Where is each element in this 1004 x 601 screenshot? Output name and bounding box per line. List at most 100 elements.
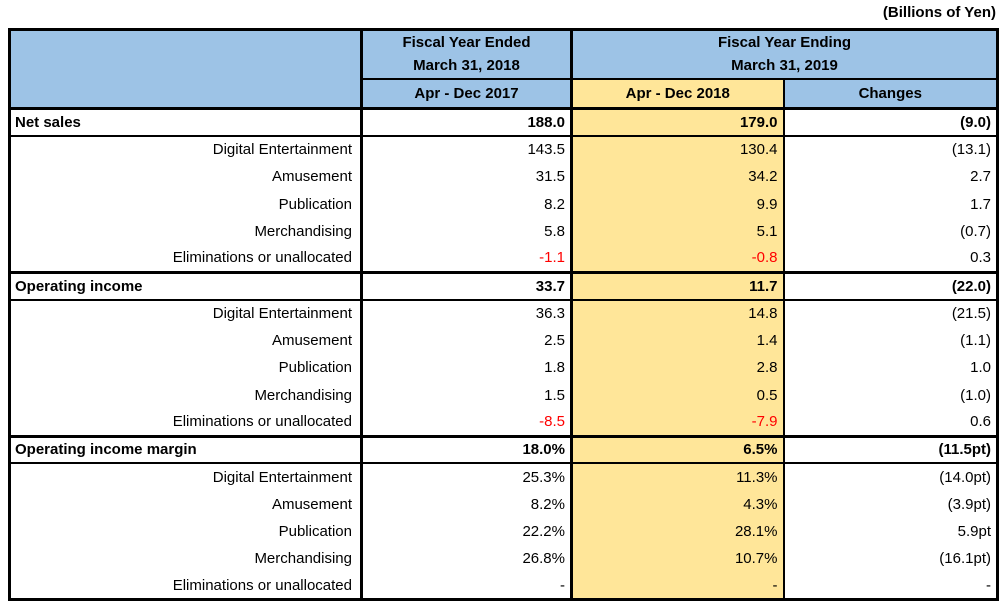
value-2018: 0.5: [570, 381, 784, 409]
row-label: Digital Entertainment: [212, 141, 352, 159]
row-label: Amusement: [271, 168, 352, 186]
value-2018: 2.8: [570, 354, 784, 382]
row-label: Operating income: [9, 270, 362, 301]
value-2018: -0.8: [570, 244, 784, 273]
table-row: Amusement 2.5 1.4 (1.1): [10, 326, 998, 355]
value-change: 2.7: [782, 163, 998, 191]
value-change: (16.1pt): [782, 545, 998, 573]
table-row-net-sales: Net sales 188.0 179.0 (9.0): [9, 106, 998, 137]
table-body: Net sales 188.0 179.0 (9.0) Digital Ente…: [9, 106, 998, 600]
value-2018: 34.2: [570, 163, 784, 191]
table-row: Publication 1.8 2.8 1.0: [10, 354, 998, 382]
subheader-changes: Changes: [782, 77, 998, 110]
value-change: 1.7: [782, 190, 998, 218]
table-row: Eliminations or unallocated - - -: [10, 572, 998, 600]
value-change: (0.7): [782, 217, 998, 245]
fy2018-line1: Fiscal Year Ended: [402, 34, 531, 52]
table-header: Fiscal Year Ended March 31, 2018 Fiscal …: [9, 29, 998, 110]
table-row: Amusement 8.2% 4.3% (3.9pt): [10, 490, 998, 518]
value-2017: 2.5: [360, 326, 572, 355]
fy2019-line1: Fiscal Year Ending: [717, 34, 852, 52]
table-row-operating-income-margin: Operating income margin 18.0% 6.5% (11.5…: [9, 434, 998, 465]
value-change: -: [782, 572, 998, 600]
value-2017: 188.0: [360, 106, 572, 137]
value-2018: 4.3%: [570, 490, 784, 518]
subheader-2017: Apr - Dec 2017: [360, 77, 572, 110]
row-label: Eliminations or unallocated: [172, 413, 352, 431]
value-2017: -8.5: [360, 408, 572, 437]
table-row: Eliminations or unallocated -1.1 -0.8 0.…: [10, 244, 998, 273]
financial-results-table: Fiscal Year Ended March 31, 2018 Fiscal …: [8, 28, 999, 601]
value-2018: 28.1%: [570, 517, 784, 546]
value-2017: 22.2%: [360, 517, 572, 546]
row-label: Amusement: [271, 495, 352, 513]
value-2018: 11.3%: [570, 463, 784, 491]
value-2017: 1.5: [360, 381, 572, 409]
value-2017: -: [360, 572, 572, 600]
fy2019-header: Fiscal Year Ending March 31, 2019: [570, 29, 998, 79]
table-row: Merchandising 26.8% 10.7% (16.1pt): [10, 545, 998, 573]
value-change: (11.5pt): [782, 434, 998, 465]
value-2018: 11.7: [570, 270, 784, 301]
value-2018: 179.0: [570, 106, 784, 137]
fy2018-line2: March 31, 2018: [413, 57, 520, 75]
header-sub-row: Apr - Dec 2017 Apr - Dec 2018 Changes: [10, 77, 998, 110]
value-2018: 10.7%: [570, 545, 784, 573]
table-row: Amusement 31.5 34.2 2.7: [10, 163, 998, 191]
value-2017: 18.0%: [360, 434, 572, 465]
subheader-2018: Apr - Dec 2018: [570, 77, 784, 110]
row-label: Operating income margin: [9, 434, 362, 465]
table-row: Eliminations or unallocated -8.5 -7.9 0.…: [10, 408, 998, 437]
row-label: Eliminations or unallocated: [172, 576, 352, 594]
value-change: (3.9pt): [782, 490, 998, 518]
row-label: Amusement: [271, 332, 352, 350]
row-label: Merchandising: [254, 550, 352, 568]
table-row: Merchandising 1.5 0.5 (1.0): [10, 381, 998, 409]
value-2017: 8.2%: [360, 490, 572, 518]
value-2017: 8.2: [360, 190, 572, 218]
value-change: 5.9pt: [782, 517, 998, 546]
value-2018: 1.4: [570, 326, 784, 355]
value-change: 0.6: [782, 408, 998, 437]
value-change: 1.0: [782, 354, 998, 382]
value-2017: 1.8: [360, 354, 572, 382]
value-2017: 143.5: [360, 135, 572, 164]
value-2018: -: [570, 572, 784, 600]
value-2018: 6.5%: [570, 434, 784, 465]
value-change: (1.1): [782, 326, 998, 355]
row-label: Publication: [278, 523, 352, 541]
value-2017: 36.3: [360, 299, 572, 327]
table-row: Digital Entertainment 36.3 14.8 (21.5): [10, 299, 998, 327]
row-label: Merchandising: [254, 222, 352, 240]
row-label: Eliminations or unallocated: [172, 249, 352, 267]
table-row: Digital Entertainment 143.5 130.4 (13.1): [10, 135, 998, 164]
value-2017: -1.1: [360, 244, 572, 273]
value-change: (14.0pt): [782, 463, 998, 491]
value-change: (9.0): [782, 106, 998, 137]
unit-note: (Billions of Yen): [882, 4, 996, 21]
corner-cell: [9, 29, 362, 110]
table-row: Publication 22.2% 28.1% 5.9pt: [10, 517, 998, 546]
value-2017: 26.8%: [360, 545, 572, 573]
value-2018: 14.8: [570, 299, 784, 327]
table-row: Merchandising 5.8 5.1 (0.7): [10, 217, 998, 245]
value-2018: 5.1: [570, 217, 784, 245]
value-2018: 9.9: [570, 190, 784, 218]
row-label: Publication: [278, 359, 352, 377]
value-change: 0.3: [782, 244, 998, 273]
header-group-row: Fiscal Year Ended March 31, 2018 Fiscal …: [9, 29, 998, 110]
row-label: Net sales: [9, 106, 362, 137]
value-2017: 31.5: [360, 163, 572, 191]
value-change: (22.0): [782, 270, 998, 301]
value-2017: 33.7: [360, 270, 572, 301]
value-2017: 5.8: [360, 217, 572, 245]
row-label: Digital Entertainment: [212, 469, 352, 486]
value-change: (13.1): [782, 135, 998, 164]
value-change: (1.0): [782, 381, 998, 409]
fy2018-header: Fiscal Year Ended March 31, 2018: [360, 29, 572, 79]
row-label: Merchandising: [254, 386, 352, 404]
value-change: (21.5): [782, 299, 998, 327]
value-2017: 25.3%: [360, 463, 572, 491]
fy2019-line2: March 31, 2019: [731, 57, 838, 75]
